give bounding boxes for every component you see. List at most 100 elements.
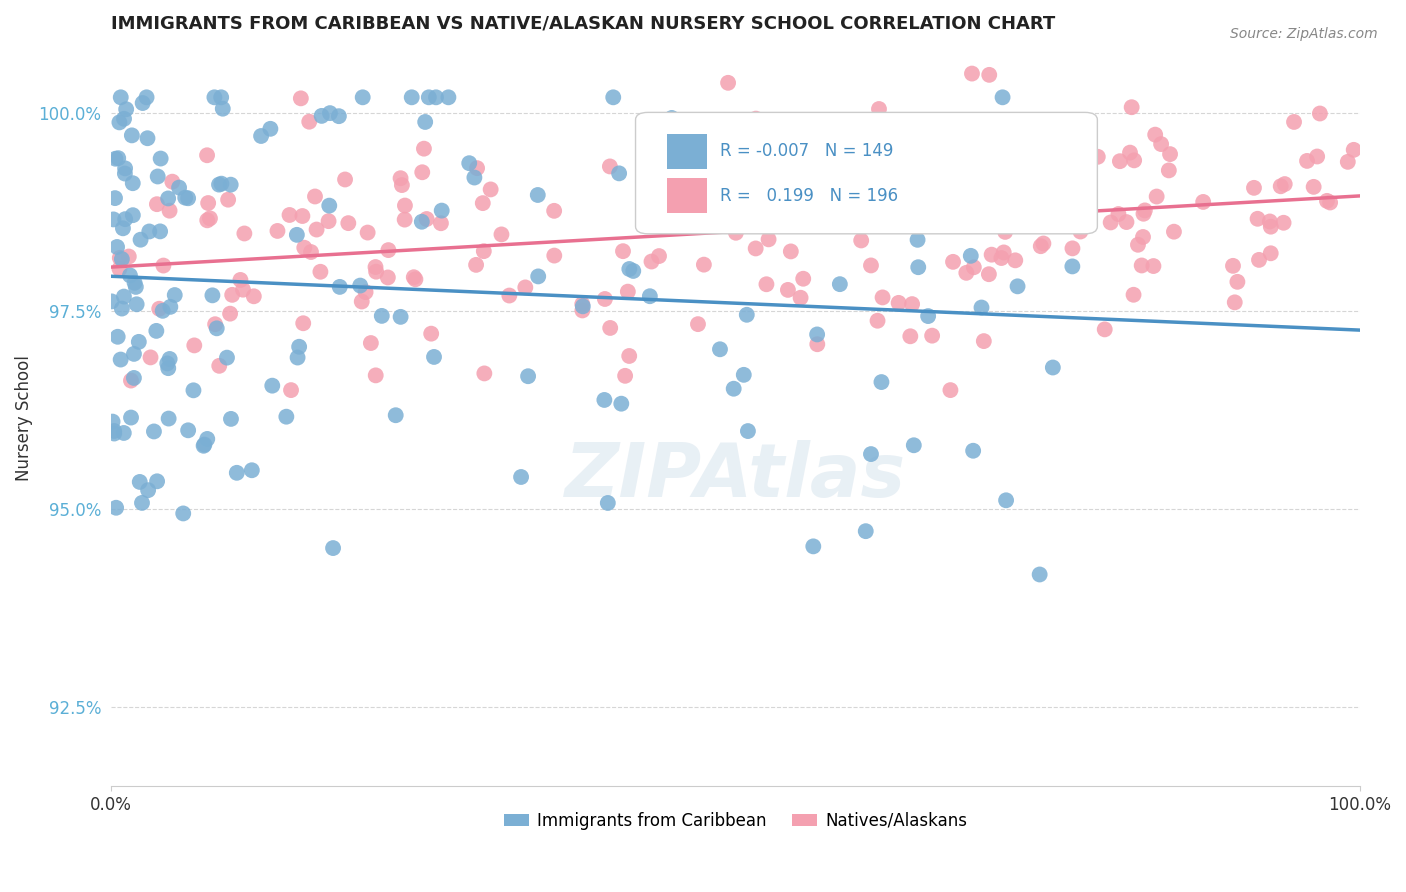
Point [717, 76, 740, 90]
Point [1038, 146, 1060, 161]
Point [146, 197, 169, 211]
Point [884, 169, 907, 184]
Point [114, 161, 136, 176]
Point [122, 347, 145, 361]
Point [360, 336, 382, 351]
Point [108, 261, 131, 276]
Point [887, 296, 910, 310]
Point [1119, 145, 1142, 160]
Point [163, 288, 186, 302]
Point [146, 169, 169, 184]
Point [174, 191, 197, 205]
Point [990, 251, 1012, 265]
Text: IMMIGRANTS FROM CARIBBEAN VS NATIVE/ALASKAN NURSERY SCHOOL CORRELATION CHART: IMMIGRANTS FROM CARIBBEAN VS NATIVE/ALAS… [111, 15, 1056, 33]
Point [779, 244, 801, 259]
Point [1062, 211, 1084, 226]
Point [288, 340, 311, 354]
Point [617, 285, 640, 299]
Point [159, 203, 181, 218]
Text: ZIPAtlas: ZIPAtlas [565, 440, 905, 513]
Point [1126, 237, 1149, 252]
Point [939, 383, 962, 397]
Point [793, 175, 815, 189]
Point [349, 278, 371, 293]
Point [693, 258, 716, 272]
Point [905, 203, 928, 218]
Point [733, 189, 755, 203]
Point [280, 383, 302, 397]
Point [121, 176, 143, 190]
Point [801, 540, 824, 554]
Point [1157, 163, 1180, 178]
Point [195, 432, 218, 446]
Point [198, 211, 221, 226]
Point [112, 425, 135, 440]
Point [262, 378, 284, 392]
Point [465, 161, 488, 176]
Point [1130, 259, 1153, 273]
Point [997, 160, 1019, 174]
Point [973, 334, 995, 348]
Point [458, 156, 481, 170]
Point [136, 131, 159, 145]
Point [1107, 207, 1129, 221]
Y-axis label: Nursery School: Nursery School [15, 355, 32, 481]
Point [1000, 125, 1022, 139]
Point [197, 196, 219, 211]
Point [287, 351, 309, 365]
FancyBboxPatch shape [636, 112, 1097, 234]
Point [276, 409, 298, 424]
Point [159, 351, 181, 366]
Point [404, 272, 426, 286]
Point [870, 182, 893, 196]
Point [479, 182, 502, 196]
Point [737, 424, 759, 438]
Point [1192, 194, 1215, 209]
Point [111, 301, 134, 316]
Point [1302, 179, 1324, 194]
Point [1032, 236, 1054, 251]
Point [136, 483, 159, 498]
Point [1222, 259, 1244, 273]
Point [661, 111, 683, 125]
Point [377, 270, 399, 285]
Point [217, 193, 239, 207]
Point [1144, 128, 1167, 142]
Point [1087, 150, 1109, 164]
Point [602, 90, 624, 104]
Point [157, 361, 180, 376]
Point [183, 384, 205, 398]
Point [955, 266, 977, 280]
Point [995, 493, 1018, 508]
Point [193, 439, 215, 453]
Point [108, 251, 131, 265]
Point [851, 234, 873, 248]
Point [1115, 215, 1137, 229]
Point [1316, 194, 1339, 208]
Point [1282, 115, 1305, 129]
Point [157, 191, 180, 205]
Point [377, 243, 399, 257]
Point [901, 297, 924, 311]
Point [101, 415, 124, 429]
Point [100, 294, 122, 309]
Point [389, 171, 412, 186]
Point [1260, 219, 1282, 234]
Point [471, 196, 494, 211]
Point [364, 368, 387, 383]
Point [149, 152, 172, 166]
Point [145, 324, 167, 338]
Point [907, 233, 929, 247]
Point [328, 109, 350, 123]
Point [828, 214, 851, 228]
Point [420, 326, 443, 341]
Point [413, 142, 436, 156]
Point [415, 212, 437, 227]
Point [148, 301, 170, 316]
Point [391, 178, 413, 192]
Point [122, 371, 145, 385]
Point [110, 90, 132, 104]
Point [1069, 225, 1091, 239]
Point [868, 102, 890, 116]
Point [364, 260, 387, 274]
